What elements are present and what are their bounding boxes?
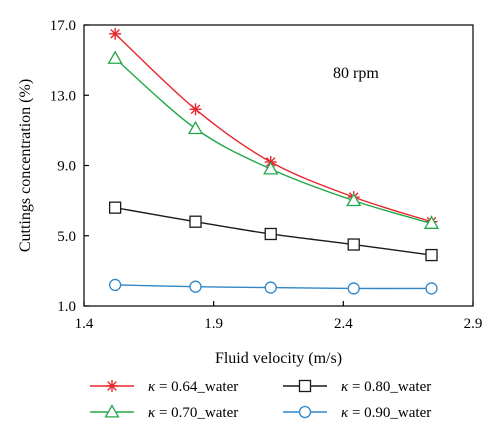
legend-marker	[298, 405, 312, 419]
legend-text: = 0.80_water	[348, 379, 431, 395]
data-point	[189, 280, 202, 293]
x-tick-label: 2.4	[334, 316, 353, 332]
legend-label: κ = 0.80_water	[341, 379, 431, 395]
data-point	[189, 215, 202, 228]
x-axis-label: Fluid velocity (m/s)	[215, 350, 342, 367]
legend-text: = 0.64_water	[155, 379, 238, 395]
series-line	[114, 33, 432, 223]
legend-item: κ = 0.90_water	[283, 405, 431, 421]
legend-marker	[104, 404, 120, 418]
data-point	[347, 238, 360, 251]
data-point	[425, 248, 438, 262]
data-point	[264, 281, 277, 294]
data-point	[346, 192, 362, 207]
legend-kappa: κ	[341, 379, 349, 395]
series-triangle	[107, 50, 440, 229]
plot-area: 1.4 1.9 2.4 2.9 1.0 5.0 9.0 13.0 17.0 80 rpm	[50, 18, 483, 332]
series-circle	[108, 278, 438, 295]
legend-kappa: κ	[148, 405, 156, 421]
y-axis-label: Cuttings concentration (%)	[17, 79, 34, 252]
data-point	[263, 161, 279, 175]
legend-text: = 0.70_water	[155, 405, 238, 421]
y-tick-label: 9.0	[57, 159, 76, 175]
y-tick-label: 5.0	[57, 229, 76, 245]
legend-label: κ = 0.90_water	[341, 405, 431, 421]
series-square	[108, 201, 438, 262]
legend-label: κ = 0.64_water	[148, 379, 238, 395]
legend-item: κ = 0.80_water	[283, 379, 431, 395]
x-tick-label: 2.9	[464, 316, 483, 332]
y-tick-label: 1.0	[57, 299, 76, 315]
rpm-annotation: 80 rpm	[333, 65, 379, 82]
legend-item: κ = 0.64_water	[90, 379, 238, 395]
data-point	[187, 120, 204, 135]
series-layer	[107, 27, 440, 295]
legend-item: κ = 0.70_water	[90, 404, 238, 421]
legend-marker	[298, 379, 312, 393]
data-point	[108, 278, 122, 292]
data-point	[425, 282, 438, 295]
legend-text: = 0.90_water	[348, 405, 431, 421]
legend-kappa: κ	[341, 405, 349, 421]
y-tick-label: 13.0	[50, 88, 76, 104]
legend-kappa: κ	[148, 379, 156, 395]
series-line	[114, 57, 432, 225]
data-point	[189, 103, 202, 116]
data-point	[347, 282, 360, 295]
data-point	[109, 27, 122, 40]
y-tick-label: 17.0	[50, 18, 76, 34]
x-tick-label: 1.9	[204, 316, 223, 332]
series-star	[109, 27, 438, 228]
data-point	[264, 227, 277, 241]
data-point	[107, 50, 123, 64]
x-tick-label: 1.4	[75, 316, 94, 332]
legend-marker	[106, 380, 118, 392]
legend-label: κ = 0.70_water	[148, 405, 238, 421]
data-point	[423, 215, 440, 229]
tick-layer: 1.4 1.9 2.4 2.9 1.0 5.0 9.0 13.0 17.0	[50, 18, 483, 332]
data-point	[108, 201, 122, 214]
